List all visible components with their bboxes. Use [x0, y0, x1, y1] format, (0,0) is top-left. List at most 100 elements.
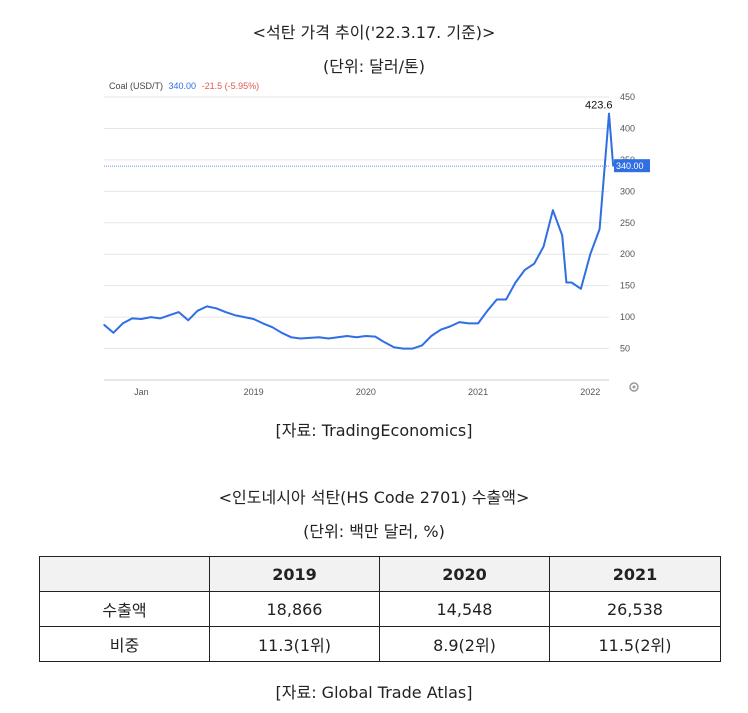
- data-point: [421, 344, 423, 347]
- data-point: [299, 337, 301, 340]
- x-tick-label: 2020: [356, 387, 376, 397]
- price-tag: [614, 159, 650, 173]
- y-tick-label: 400: [620, 123, 635, 133]
- data-point: [206, 305, 208, 308]
- chart-source: [자료: TradingEconomics]: [275, 421, 473, 440]
- coal-price-chart: 45040035030025020015010050 Jan2019202020…: [103, 81, 650, 397]
- data-point: [468, 322, 470, 324]
- data-point: [458, 321, 460, 323]
- data-point: [505, 298, 507, 301]
- x-tick-label: Jan: [134, 387, 149, 397]
- data-point: [561, 234, 563, 236]
- data-point: [599, 228, 601, 230]
- data-point: [122, 322, 124, 324]
- table-header-corner: [39, 556, 210, 592]
- x-axis: Jan 2019 2020 2021 2022: [134, 387, 600, 397]
- data-point: [234, 314, 236, 316]
- y-tick-label: 150: [620, 281, 635, 291]
- data-point: [412, 347, 414, 350]
- table-cell: 11.5(2위): [549, 626, 721, 662]
- data-point: [178, 311, 180, 313]
- data-point: [281, 332, 283, 334]
- data-point: [440, 329, 442, 331]
- data-point: [565, 281, 568, 284]
- table-header-2019: 2019: [209, 556, 380, 592]
- table-title: <인도네시아 석탄(HS Code 2701) 수출액>: [218, 488, 530, 507]
- x-tick-label: 2019: [244, 387, 264, 397]
- y-tick-label: 250: [620, 218, 635, 228]
- data-point: [355, 336, 358, 338]
- data-point: [140, 318, 143, 320]
- data-point: [243, 316, 245, 318]
- chart-header: Coal (USD/T) 340.00 -21.5 (-5.95%): [109, 81, 259, 91]
- data-point: [374, 336, 376, 338]
- settings-gear-icon[interactable]: [629, 382, 639, 392]
- table-header-2020: 2020: [379, 556, 550, 592]
- data-point: [309, 337, 311, 339]
- x-tick-label: 2022: [580, 387, 600, 397]
- data-point: [215, 307, 217, 309]
- row-label: 수출액: [39, 591, 210, 627]
- data-point: [150, 316, 152, 318]
- table-row: 비중 11.3(1위) 8.9(2위) 11.5(2위): [39, 626, 721, 662]
- data-point: [112, 332, 114, 334]
- data-point: [430, 335, 432, 337]
- table-cell: 14,548: [379, 591, 550, 627]
- data-point: [131, 317, 133, 319]
- data-point: [524, 269, 526, 271]
- table-row: 수출액 18,866 14,548 26,538: [39, 591, 721, 627]
- table-cell: 8.9(2위): [379, 626, 550, 662]
- data-point: [542, 246, 545, 248]
- data-point: [262, 322, 264, 324]
- y-axis: 45040035030025020015010050: [620, 92, 635, 354]
- grid-layer: [104, 96, 609, 381]
- data-point: [168, 314, 171, 316]
- peak-annotation: 423.6: [585, 100, 613, 112]
- coal-price-series-line: [103, 112, 615, 350]
- chart-title: <석탄 가격 추이('22.3.17. 기준)>: [252, 23, 496, 42]
- data-point: [402, 347, 404, 350]
- last-price-value: 340.00: [169, 81, 197, 91]
- data-point: [589, 253, 591, 255]
- data-point: [318, 336, 320, 338]
- data-point: [533, 263, 535, 265]
- data-point: [393, 346, 395, 348]
- y-tick-label: 300: [620, 186, 635, 196]
- data-point: [580, 288, 582, 290]
- data-point: [337, 336, 339, 338]
- data-point: [103, 324, 105, 326]
- data-point: [449, 325, 451, 328]
- y-tick-label: 450: [620, 92, 635, 102]
- y-tick-label: 200: [620, 249, 635, 259]
- table-cell: 26,538: [549, 591, 721, 627]
- data-point: [196, 310, 199, 312]
- y-tick-label: 50: [620, 344, 630, 354]
- data-point: [552, 209, 554, 211]
- price-change-value: -21.5 (-5.95%): [202, 81, 260, 91]
- export-table: 2019 2020 2021 수출액 18,866 14,548 26,538 …: [39, 556, 721, 662]
- data-point: [514, 281, 517, 284]
- series-points: [103, 113, 614, 350]
- instrument-label: Coal (USD/T): [109, 81, 163, 91]
- data-point: [271, 326, 273, 328]
- data-point: [365, 335, 367, 337]
- y-tick-label: 100: [620, 312, 635, 322]
- data-point: [383, 341, 386, 343]
- data-point: [346, 335, 348, 337]
- table-header-2021: 2021: [549, 556, 721, 592]
- price-tag-label: 340.00: [616, 161, 644, 171]
- data-point: [570, 281, 573, 284]
- x-tick-label: 2021: [468, 387, 488, 397]
- data-point: [327, 337, 330, 340]
- data-point: [159, 317, 161, 319]
- table-cell: 18,866: [209, 591, 380, 627]
- data-point: [187, 319, 189, 321]
- data-point: [608, 113, 610, 115]
- data-point: [486, 310, 489, 312]
- table-source: [자료: Global Trade Atlas]: [275, 683, 473, 702]
- chart-unit: (단위: 달러/톤): [323, 57, 425, 76]
- data-point: [290, 336, 292, 338]
- row-label: 비중: [39, 626, 210, 662]
- table-cell: 11.3(1위): [209, 626, 380, 662]
- data-point: [224, 311, 227, 313]
